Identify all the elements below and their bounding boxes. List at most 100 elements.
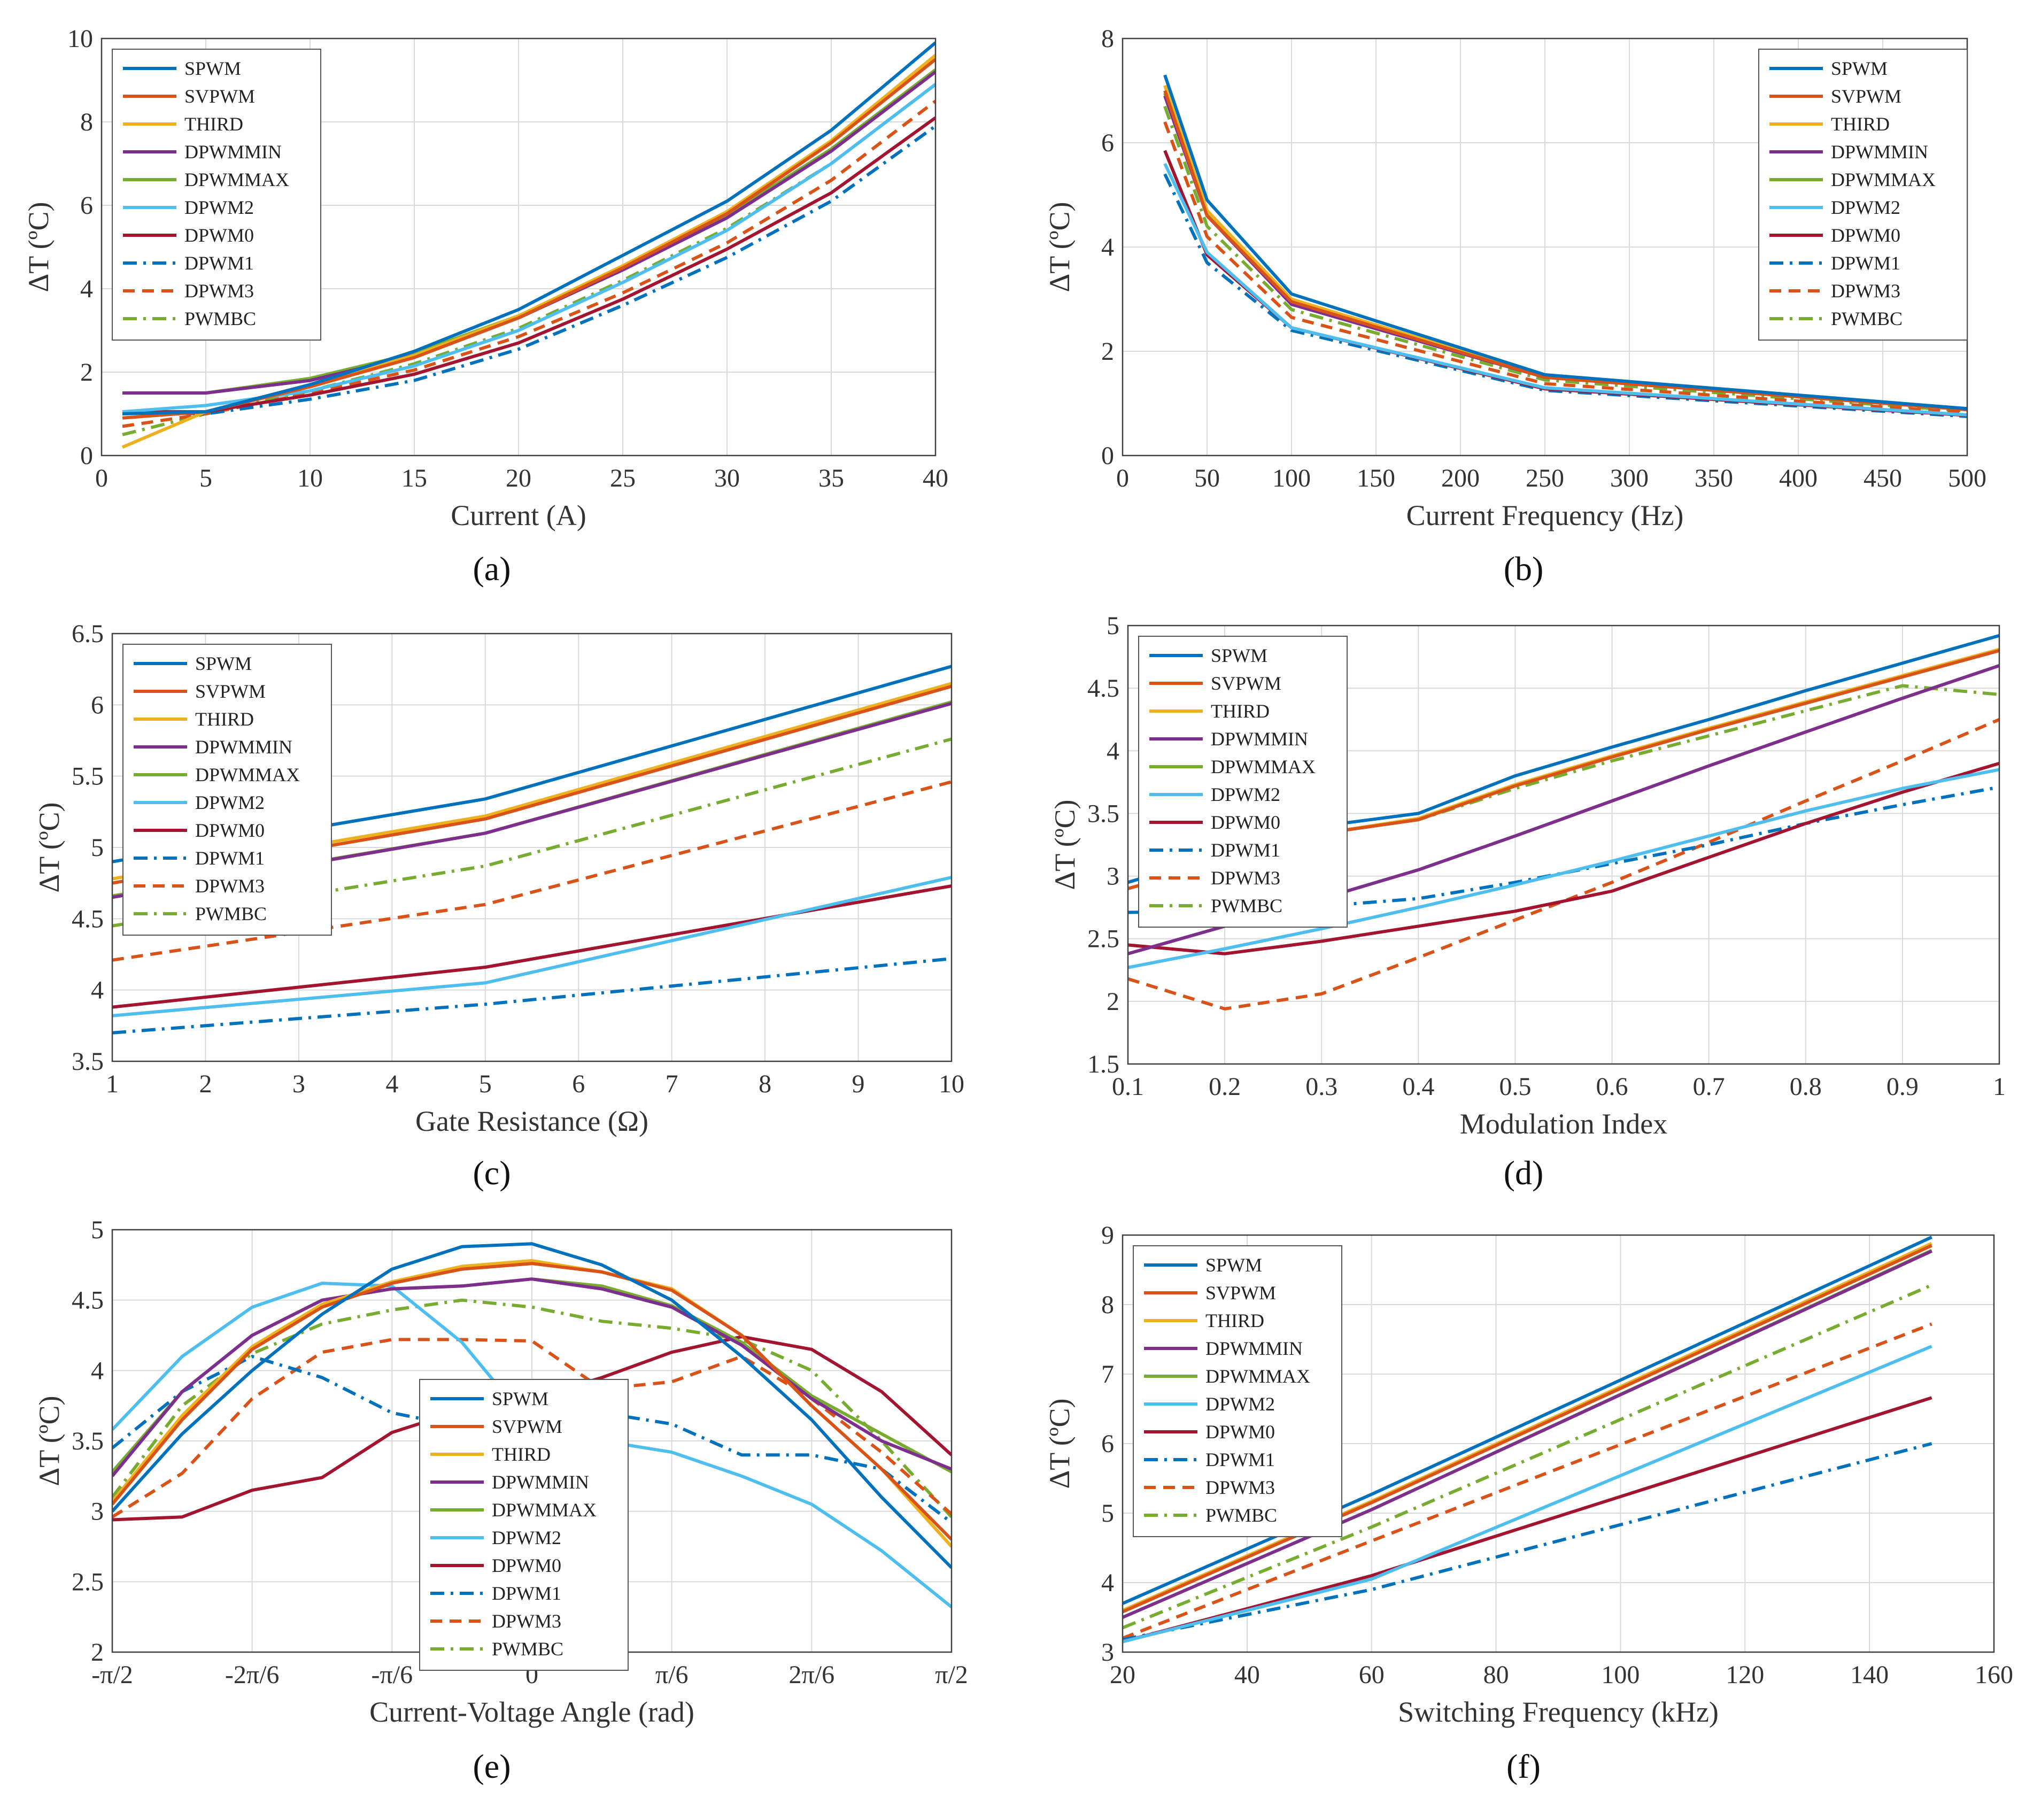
- series-line-dpwm2: [1123, 1345, 1932, 1644]
- legend-label-dpwmmax: DPWMMAX: [184, 169, 289, 190]
- series-line-dpwm1: [112, 957, 952, 1035]
- y-tick-label: 5.5: [72, 762, 104, 791]
- chart-b: 0 50 100 150 200 250 300 350 400 450 500 0 2 4 6 8 Curre…: [1043, 25, 1986, 588]
- chart-d: 0.1 0.2 0.3 0.4 0.5 0.6 0.7 0.8 0.9 1 1.5 2 2.5 3 3.5 4…: [1049, 612, 2006, 1192]
- series-line-pwmbc: [1163, 105, 1967, 413]
- x-tick-label: 450: [1864, 464, 1902, 492]
- x-axis-label: Current (A): [451, 499, 586, 531]
- legend-label-dpwm2: DPWM2: [195, 792, 265, 813]
- legend-label-third: THIRD: [184, 113, 243, 135]
- y-tick-label: 4.5: [72, 1286, 104, 1315]
- legend-label-dpwm1: DPWM1: [1205, 1449, 1275, 1470]
- legend: SPWM SVPWM THIRD DPWMMIN DPWMMAX DPWM2 DPWM0 DP…: [1138, 636, 1348, 928]
- y-tick-label: 6: [91, 691, 104, 719]
- legend-label-svpwm: SVPWM: [184, 86, 255, 107]
- series-line-pwmbc: [1123, 1283, 1932, 1630]
- legend-label-svpwm: SVPWM: [1205, 1282, 1276, 1304]
- x-axis-label: Gate Resistance (Ω): [415, 1105, 648, 1137]
- y-tick-label: 4: [1107, 737, 1119, 765]
- y-tick-label: 5: [1101, 1499, 1114, 1528]
- y-tick-label: 8: [1101, 1291, 1114, 1319]
- legend-label-dpwm2: DPWM2: [1205, 1393, 1275, 1415]
- legend-label-dpwm3: DPWM3: [184, 280, 254, 302]
- legend-label-dpwm0: DPWM0: [1831, 225, 1900, 246]
- y-tick-label: 3: [1101, 1638, 1114, 1667]
- legend-label-dpwm1: DPWM1: [1831, 252, 1900, 274]
- x-tick-label: 250: [1526, 464, 1564, 492]
- legend-label-dpwmmin: DPWMMIN: [184, 141, 282, 163]
- series-group: [1123, 1236, 1932, 1644]
- x-tick-label: 20: [1110, 1661, 1135, 1689]
- legend-label-third: THIRD: [1211, 700, 1270, 722]
- legend-label-dpwmmax: DPWMMAX: [492, 1499, 597, 1521]
- y-axis-label: ΔT (ºC): [1043, 202, 1076, 292]
- legend: SPWM SVPWM THIRD DPWMMIN DPWMMAX DPWM2 DPWM0 DP…: [1758, 49, 1968, 341]
- legend-label-third: THIRD: [1831, 113, 1890, 135]
- y-tick-label: 4: [1101, 233, 1114, 261]
- x-tick-label: 9: [852, 1070, 865, 1098]
- legend-label-dpwm1: DPWM1: [1211, 839, 1280, 861]
- x-tick-label: 0.6: [1596, 1073, 1628, 1101]
- x-tick-label: 0.5: [1499, 1073, 1531, 1101]
- legend-label-pwmbc: PWMBC: [184, 308, 256, 329]
- legend-label-dpwmmax: DPWMMAX: [1211, 756, 1316, 777]
- series-group: [121, 41, 935, 449]
- legend-label-dpwm0: DPWM0: [195, 820, 265, 841]
- legend-label-dpwm0: DPWM0: [1211, 812, 1280, 833]
- legend-label-spwm: SPWM: [184, 58, 241, 79]
- plot-frame: [111, 633, 953, 1062]
- legend-label-dpwmmax: DPWMMAX: [1831, 169, 1936, 190]
- x-axis-label: Modulation Index: [1460, 1108, 1667, 1140]
- y-tick-label: 4.5: [72, 905, 104, 933]
- x-tick-label: 0: [95, 464, 108, 492]
- legend-label-spwm: SPWM: [195, 653, 252, 674]
- y-tick-label: 2.5: [72, 1568, 104, 1596]
- legend-label-pwmbc: PWMBC: [195, 903, 267, 924]
- y-tick-label: 5: [1107, 612, 1119, 640]
- plot-frame: [1122, 1234, 1995, 1653]
- legend-label-dpwmmin: DPWMMIN: [1831, 141, 1928, 163]
- y-tick-label: 4: [91, 976, 104, 1005]
- series-line-dpwm0: [122, 116, 935, 414]
- y-tick-label: 4: [91, 1356, 104, 1385]
- x-tick-label: 0: [1116, 464, 1129, 492]
- y-axis-label: ΔT (ºC): [1049, 800, 1081, 890]
- legend-label-dpwm3: DPWM3: [1831, 280, 1900, 302]
- x-tick-label: 4: [385, 1070, 398, 1098]
- legend-label-dpwm3: DPWM3: [195, 875, 265, 897]
- x-tick-label: π/2: [935, 1661, 968, 1689]
- legend: SPWM SVPWM THIRD DPWMMIN DPWMMAX DPWM2 DPWM0 DP…: [112, 49, 321, 341]
- chart-f: 20 40 60 80 100 120 140 160 3 4 5 6 7 8 9 Switching Fre…: [1043, 1221, 2013, 1785]
- legend-label-dpwm2: DPWM2: [1831, 197, 1900, 218]
- legend-label-dpwmmax: DPWMMAX: [195, 764, 300, 785]
- y-tick-label: 1.5: [1087, 1050, 1119, 1078]
- x-tick-label: 20: [506, 464, 531, 492]
- y-tick-label: 4: [1101, 1569, 1114, 1597]
- chart-e: -π/2 -2π/6 -π/6 0 π/6 2π/6 π/222.533.544.55Cur…: [33, 1216, 968, 1785]
- legend-label-dpwm3: DPWM3: [492, 1610, 561, 1632]
- series-line-dpwmmin: [112, 1277, 952, 1477]
- x-tick-label: -π/6: [372, 1661, 413, 1689]
- y-axis-label: ΔT (ºC): [22, 202, 55, 292]
- chart-c: 1 2 3 4 5 6 7 8 9 10 3.5 4 4.5 5 5.5 6 6.5 Gate Resistanc…: [33, 620, 964, 1192]
- series-line-dpwm1: [122, 125, 935, 415]
- y-tick-label: 2: [1107, 988, 1119, 1016]
- legend-label-dpwmmin: DPWMMIN: [492, 1471, 589, 1493]
- x-tick-label: 0.8: [1790, 1073, 1822, 1101]
- legend-label-svpwm: SVPWM: [1831, 86, 1901, 107]
- x-tick-label: 100: [1601, 1661, 1640, 1689]
- series-line-spwm: [112, 1242, 952, 1569]
- x-axis-label: Current-Voltage Angle (rad): [369, 1696, 694, 1728]
- y-axis-label: ΔT (ºC): [33, 1396, 65, 1486]
- legend-label-third: THIRD: [492, 1444, 551, 1465]
- y-tick-label: 2: [1101, 337, 1114, 366]
- legend-label-spwm: SPWM: [492, 1388, 548, 1409]
- series-line-spwm: [1123, 1236, 1932, 1605]
- y-tick-label: 0: [80, 442, 93, 470]
- series-line-dpwm2: [1128, 768, 1999, 969]
- y-tick-label: 5: [91, 834, 104, 862]
- x-axis-label: Current Frequency (Hz): [1406, 499, 1684, 531]
- x-tick-label: 30: [714, 464, 740, 492]
- x-tick-label: π/6: [655, 1661, 689, 1689]
